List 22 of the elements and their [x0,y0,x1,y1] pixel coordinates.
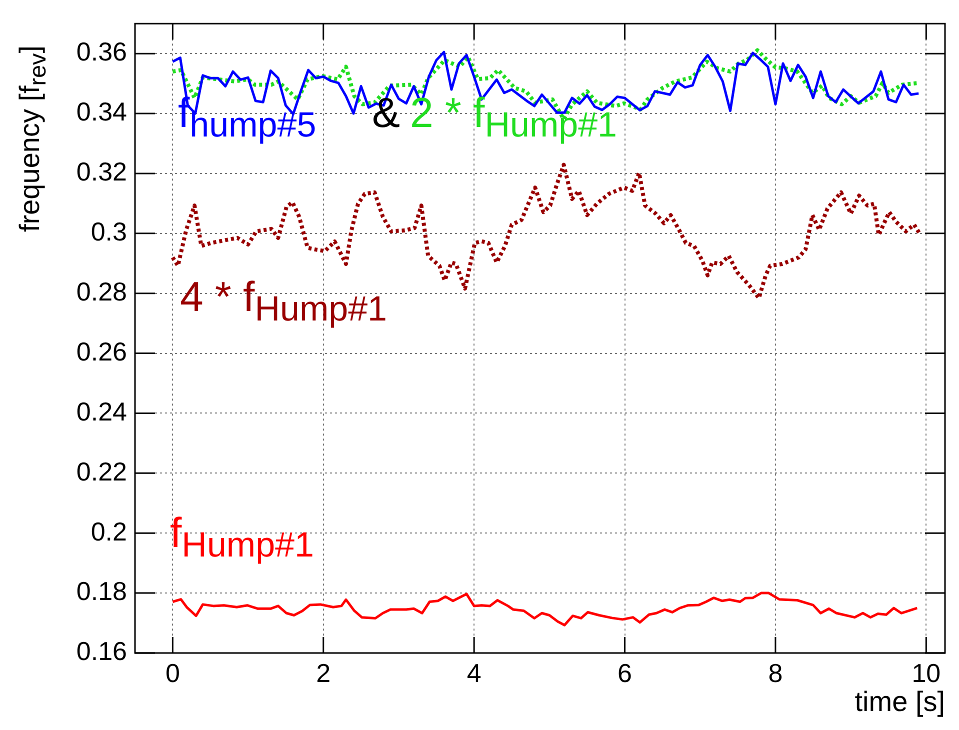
y-tick-label: 0.18 [76,576,127,606]
y-tick-label: 0.22 [76,456,127,486]
y-tick-label: 0.26 [76,336,127,366]
x-tick-label: 2 [316,658,331,688]
x-tick-label: 0 [165,658,180,688]
x-tick-label: 8 [768,658,783,688]
y-tick-label: 0.16 [76,636,127,666]
y-tick-label: 0.28 [76,276,127,307]
series-label: 4 * f$_{Hump#1}$ [180,273,388,328]
y-tick-label: 0.32 [76,156,127,187]
series-label: f$_{Hump#1}$ [170,509,314,564]
x-axis-title: time [s] [854,686,945,717]
y-tick-label: 0.2 [90,516,127,546]
y-tick-label: 0.36 [76,36,127,67]
y-tick-label: 0.3 [90,216,127,247]
annotation: & [372,89,400,136]
y-tick-label: 0.34 [76,96,127,127]
x-tick-label: 10 [912,658,941,688]
y-tick-label: 0.24 [76,396,127,426]
x-tick-label: 4 [466,658,482,688]
x-tick-label: 6 [618,658,632,688]
series-label: 2 * f$_{Hump#1}$ [410,89,618,144]
